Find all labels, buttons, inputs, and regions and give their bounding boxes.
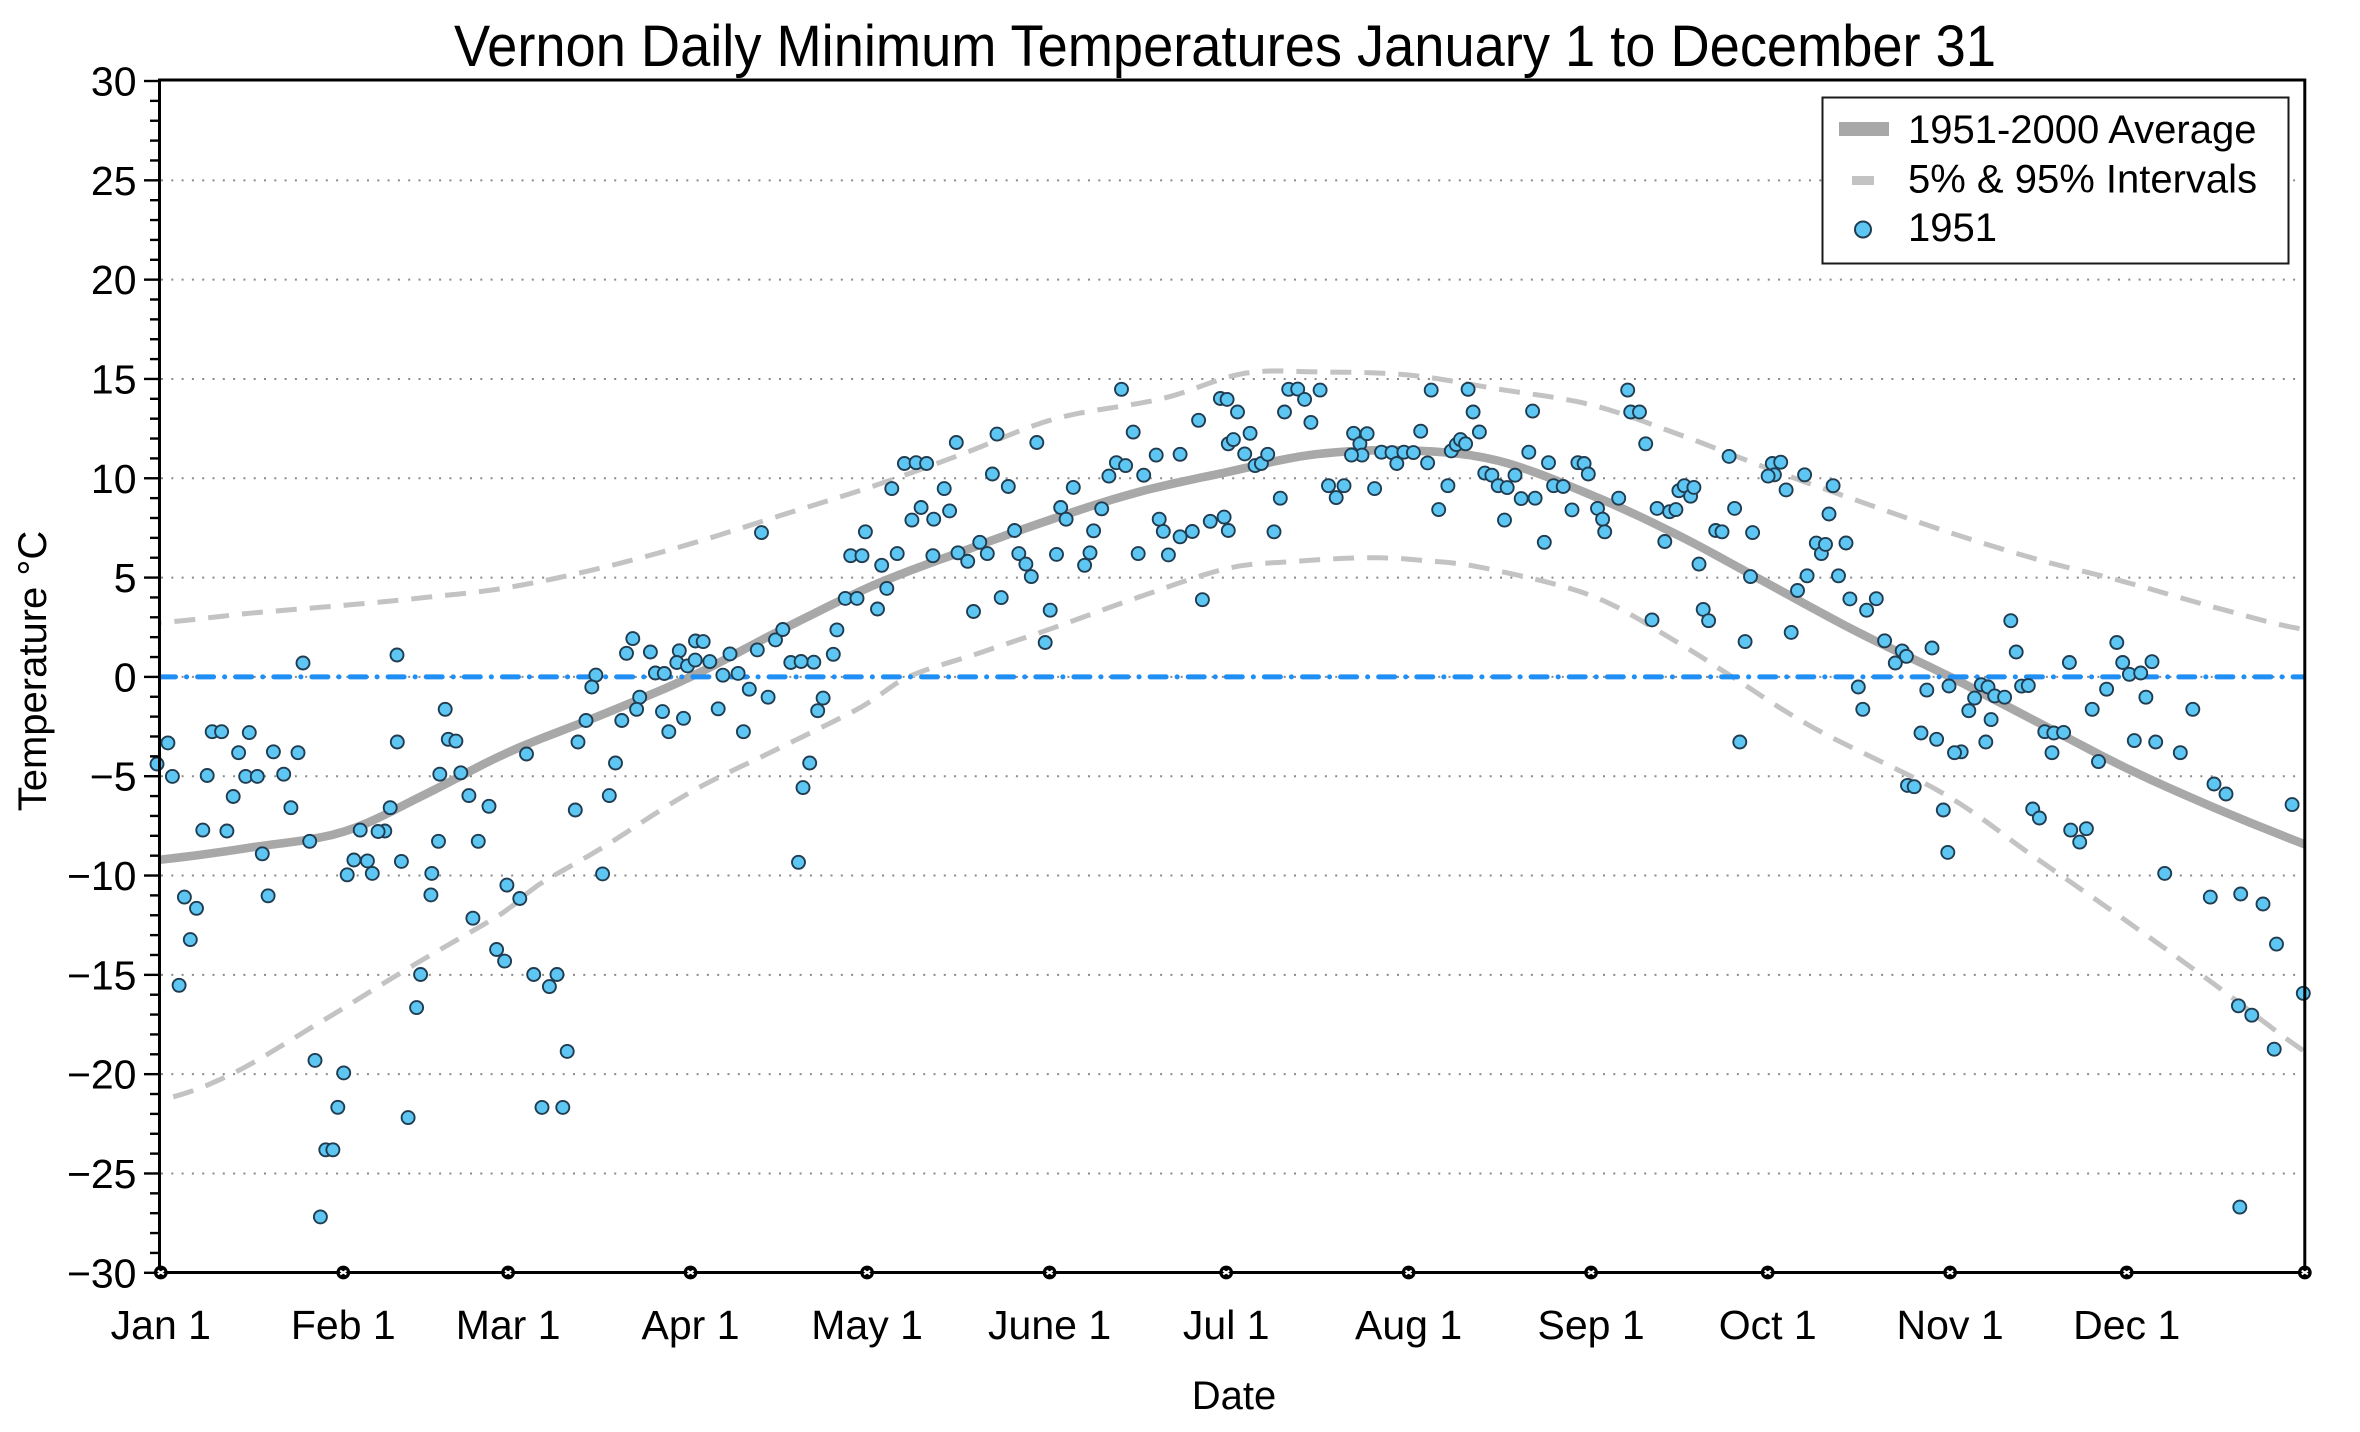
svg-text:Feb 1: Feb 1 <box>291 1302 396 1348</box>
svg-text:Dec 1: Dec 1 <box>2073 1302 2180 1348</box>
svg-text:Nov 1: Nov 1 <box>1897 1302 2004 1348</box>
svg-text:25: 25 <box>91 158 137 204</box>
svg-text:Temperature °C: Temperature °C <box>11 531 55 812</box>
svg-text:20: 20 <box>91 257 137 303</box>
svg-text:Oct 1: Oct 1 <box>1719 1302 1817 1348</box>
svg-text:−25: −25 <box>67 1151 137 1197</box>
svg-text:10: 10 <box>91 456 137 502</box>
svg-text:5% & 95% Intervals: 5% & 95% Intervals <box>1908 158 2257 202</box>
svg-text:Aug 1: Aug 1 <box>1355 1302 1462 1348</box>
svg-text:1951: 1951 <box>1908 206 1997 250</box>
svg-text:Mar 1: Mar 1 <box>456 1302 561 1348</box>
svg-text:−5: −5 <box>90 754 137 800</box>
svg-text:5: 5 <box>114 555 137 601</box>
svg-text:June 1: June 1 <box>988 1302 1111 1348</box>
svg-text:15: 15 <box>91 357 137 403</box>
svg-text:Sep 1: Sep 1 <box>1538 1302 1645 1348</box>
svg-text:−30: −30 <box>67 1250 137 1296</box>
svg-text:−20: −20 <box>67 1052 137 1098</box>
svg-text:−10: −10 <box>67 853 137 899</box>
svg-text:Jul 1: Jul 1 <box>1183 1302 1270 1348</box>
svg-text:Apr 1: Apr 1 <box>642 1302 740 1348</box>
svg-text:−15: −15 <box>67 952 137 998</box>
svg-text:30: 30 <box>91 59 137 105</box>
svg-text:Jan 1: Jan 1 <box>111 1302 211 1348</box>
svg-text:Vernon Daily Minimum Temperatu: Vernon Daily Minimum Temperatures Januar… <box>454 14 1996 79</box>
svg-text:1951-2000 Average: 1951-2000 Average <box>1908 108 2256 152</box>
svg-text:May 1: May 1 <box>811 1302 923 1348</box>
svg-text:Date: Date <box>1192 1374 1277 1418</box>
svg-text:0: 0 <box>114 654 137 700</box>
